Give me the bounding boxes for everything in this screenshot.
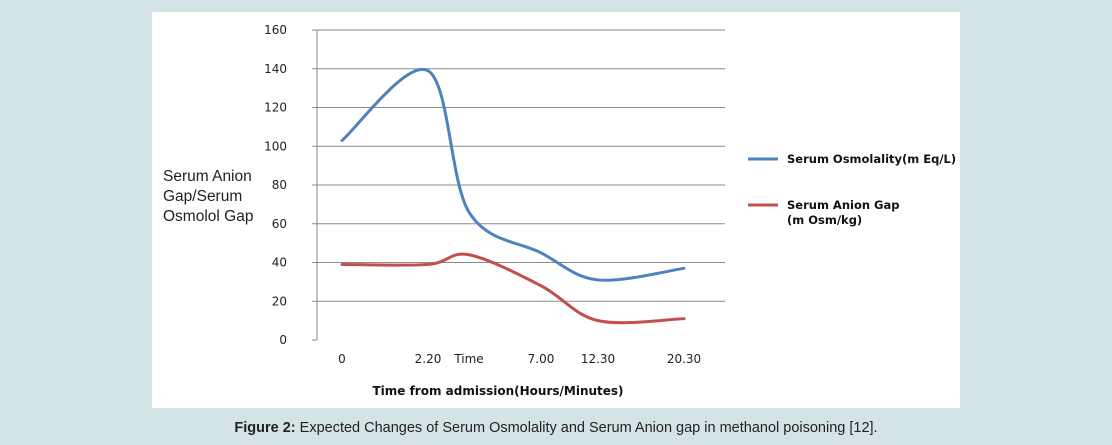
y-axis-label-line: Gap/Serum — [163, 188, 242, 205]
y-axis-label-line: Osmolol Gap — [163, 208, 253, 225]
y-tick-label: 120 — [264, 101, 287, 115]
y-tick-label: 40 — [272, 256, 287, 270]
figure-caption: Figure 2: Expected Changes of Serum Osmo… — [0, 420, 1112, 436]
series-line-1 — [340, 67, 686, 282]
series-line-2 — [340, 252, 686, 325]
legend: Serum Osmolality(m Eq/L) Serum Anion Gap(… — [748, 152, 956, 227]
x-tick-label: 20.30 — [667, 352, 701, 366]
legend-label-line: Serum Anion Gap — [787, 198, 899, 212]
y-tick-label: 100 — [264, 139, 287, 153]
caption-text: Expected Changes of Serum Osmolality and… — [295, 420, 878, 436]
y-tick-label: 0 — [279, 333, 287, 347]
y-tick-label: 140 — [264, 62, 287, 76]
x-tick-labels: 0 2.20 Time 7.00 12.30 20.30 — [338, 352, 701, 366]
x-tick-label: 12.30 — [581, 352, 615, 366]
y-axis-label-line: Serum Anion — [163, 168, 252, 185]
x-tick-label: 7.00 — [528, 352, 555, 366]
legend-label-2: Serum Anion Gap (m Osm/kg) — [787, 198, 899, 227]
caption-label: Figure 2: — [234, 420, 296, 436]
y-tick-label: 60 — [272, 217, 287, 231]
x-tick-label: Time — [453, 352, 483, 366]
x-axis-label: Time from admission(Hours/Minutes) — [372, 384, 623, 398]
y-tick-label: 20 — [272, 294, 287, 308]
legend-label-1: Serum Osmolality(m Eq/L) — [787, 152, 956, 166]
y-axis-label: Serum Anion Gap/Serum Osmolol Gap — [163, 168, 253, 225]
figure-panel: 0 20 40 60 80 100 120 140 160 0 2.20 Time 7.00 12.30… — [152, 12, 960, 408]
y-tick-label: 160 — [264, 23, 287, 37]
line-chart: 0 20 40 60 80 100 120 140 160 0 2.20 Time 7.00 12.30… — [163, 23, 956, 398]
legend-label-line: (m Osm/kg) — [787, 213, 862, 227]
y-tick-labels: 0 20 40 60 80 100 120 140 160 — [264, 23, 287, 347]
x-tick-label: 2.20 — [415, 352, 442, 366]
x-tick-label: 0 — [338, 352, 346, 366]
gridlines — [312, 29, 725, 341]
y-tick-label: 80 — [272, 178, 287, 192]
legend-label-line: Serum Osmolality(m Eq/L) — [787, 152, 956, 166]
series-lines — [340, 67, 686, 325]
